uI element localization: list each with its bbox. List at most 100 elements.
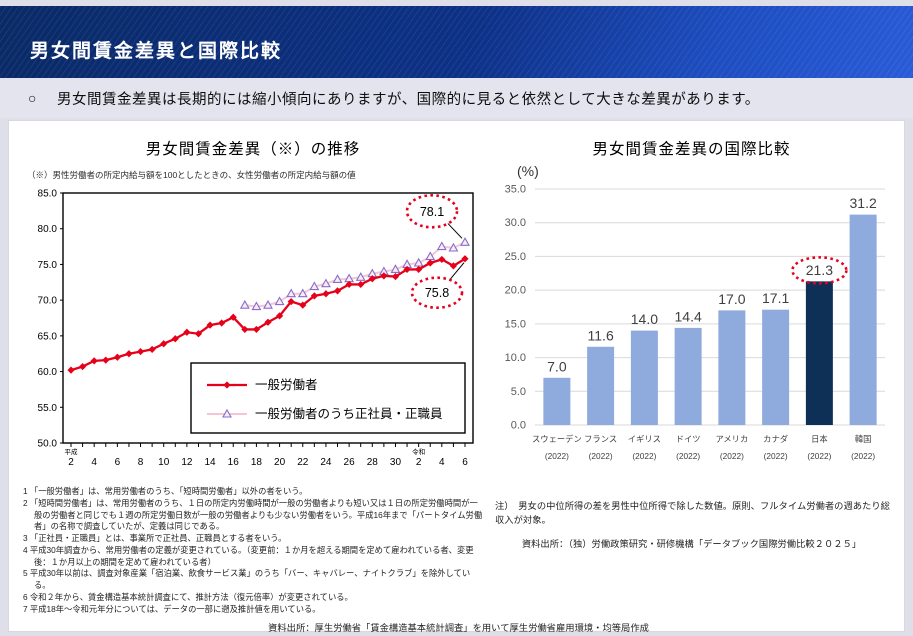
bar-year-3: (2022) bbox=[676, 451, 700, 461]
bullet-circle-icon: ○ bbox=[28, 90, 37, 106]
svg-text:26: 26 bbox=[344, 457, 356, 468]
bar-category-1: フランス bbox=[584, 434, 617, 444]
svg-text:35.0: 35.0 bbox=[505, 184, 526, 196]
series-regular-employees bbox=[239, 237, 470, 311]
y-axis: 50.0 55.0 60.0 65.0 70.0 75.0 80.0 85.0 bbox=[38, 189, 63, 450]
bar-year-4: (2022) bbox=[720, 451, 744, 461]
unit-label: (%) bbox=[517, 165, 539, 179]
svg-text:10.0: 10.0 bbox=[505, 352, 526, 364]
footnote-item-2: 2 「短時間労働者」は、常用労働者のうち、１日の所定内労働時間が一般の労働者より… bbox=[23, 497, 483, 532]
legend-label-general-workers: 一般労働者 bbox=[255, 377, 318, 392]
page-title: 男女間賃金差異と国際比較 bbox=[30, 40, 283, 62]
trend-chart-note: （※）男性労働者の所定内給与額を100としたときの、女性労働者の所定内給与額の値 bbox=[27, 170, 356, 180]
bar-chart-note: 注） 男女の中位所得の差を男性中位所得で除した数値。原則、フルタイム労働者の週あ… bbox=[495, 501, 890, 525]
svg-text:22: 22 bbox=[297, 457, 309, 468]
svg-text:令和: 令和 bbox=[412, 447, 425, 456]
content-area: 男女間賃金差異（※）の推移 （※）男性労働者の所定内給与額を100としたときの、… bbox=[8, 120, 905, 633]
svg-text:12: 12 bbox=[181, 457, 193, 468]
bar-5 bbox=[762, 309, 790, 425]
svg-text:75.8: 75.8 bbox=[425, 286, 449, 300]
bar-year-0: (2022) bbox=[545, 451, 569, 461]
bar-0 bbox=[543, 377, 571, 425]
bar-category-5: カナダ bbox=[763, 434, 788, 444]
svg-text:4: 4 bbox=[91, 457, 97, 468]
svg-text:50.0: 50.0 bbox=[38, 439, 58, 450]
svg-text:55.0: 55.0 bbox=[38, 403, 58, 414]
international-bar-chart: (%) 0.0 5.0 10.0 15.0 20.0 25.0 30.0 35.0 7.0 スウェー… bbox=[489, 159, 894, 492]
bar-category-3: ドイツ bbox=[676, 434, 701, 444]
svg-text:18: 18 bbox=[251, 457, 263, 468]
svg-text:0.0: 0.0 bbox=[511, 420, 526, 432]
trend-line-chart-svg: 50.055.060.065.070.075.080.085.02 4 6 8 10 12… bbox=[38, 189, 474, 468]
bar-year-6: (2022) bbox=[807, 451, 831, 461]
bar-3 bbox=[674, 327, 702, 425]
international-chart-panel: 男女間賃金差異の国際比較 (%) 0.0 5.0 10.0 15.0 20.0 25.0 30… bbox=[489, 131, 894, 616]
footnote-item-1: 1 「一般労働者」は、常用労働者のうち、「短時間労働者」以外の者をいう。 bbox=[23, 486, 308, 496]
bar-category-4: アメリカ bbox=[715, 434, 748, 444]
chart-columns: 男女間賃金差異（※）の推移 （※）男性労働者の所定内給与額を100としたときの、… bbox=[23, 131, 894, 616]
svg-text:2: 2 bbox=[416, 457, 422, 468]
svg-text:25.0: 25.0 bbox=[505, 251, 526, 263]
international-chart-title: 男女間賃金差異の国際比較 bbox=[592, 141, 791, 158]
bar-7 bbox=[849, 214, 877, 425]
summary-text: 男女間賃金差異は長期的には縮小傾向にありますが、国際的に見ると依然として大きな差… bbox=[56, 91, 760, 108]
page-header: 男女間賃金差異と国際比較 bbox=[0, 6, 913, 78]
bar-6 bbox=[805, 281, 833, 425]
bar-value-1: 11.6 bbox=[588, 327, 614, 343]
bar-1 bbox=[587, 346, 615, 425]
svg-text:75.0: 75.0 bbox=[38, 260, 58, 271]
bar-year-5: (2022) bbox=[764, 451, 788, 461]
svg-text:8: 8 bbox=[138, 457, 144, 468]
svg-text:平成: 平成 bbox=[65, 447, 79, 456]
legend-label-regular-employees: 一般労働者のうち正社員・正職員 bbox=[255, 406, 443, 421]
svg-text:65.0: 65.0 bbox=[38, 331, 58, 342]
bar-category-2: イギリス bbox=[628, 434, 661, 444]
svg-text:10: 10 bbox=[158, 457, 170, 468]
bar-year-2: (2022) bbox=[632, 451, 656, 461]
footer-source: 資料出所：厚生労働省「賃金構造基本統計調査」を用いて厚生労働省雇用環境・均等局作… bbox=[268, 622, 649, 633]
svg-text:60.0: 60.0 bbox=[38, 367, 58, 378]
footnote-item-6: 6 令和２年から、賃金構造基本統計調査にて、推計方法（復元倍率）が変更されている… bbox=[23, 592, 353, 603]
trend-chart-title: 男女間賃金差異（※）の推移 bbox=[145, 141, 361, 158]
summary-band: ○ 男女間賃金差異は長期的には縮小傾向にありますが、国際的に見ると依然として大き… bbox=[0, 78, 913, 118]
svg-text:30.0: 30.0 bbox=[505, 217, 526, 229]
svg-text:20: 20 bbox=[274, 457, 286, 468]
svg-text:78.1: 78.1 bbox=[420, 205, 444, 219]
bar-4 bbox=[718, 310, 746, 425]
x-axis: 2 4 6 8 10 12 14 16 18 20 22 24 26 28 30 2 4 6平成 令和 bbox=[65, 443, 468, 468]
bar-category-0: スウェーデン bbox=[532, 434, 582, 444]
bar-value-7: 31.2 bbox=[850, 195, 877, 211]
bar-value-2: 14.0 bbox=[631, 311, 658, 327]
svg-text:15.0: 15.0 bbox=[505, 318, 526, 330]
trend-chart-panel: 男女間賃金差異（※）の推移 （※）男性労働者の所定内給与額を100としたときの、… bbox=[23, 131, 483, 616]
svg-text:6: 6 bbox=[115, 457, 121, 468]
trend-line-chart: 50.0 55.0 60.0 65.0 70.0 75.0 80.0 85.0 2 4 6 8 10 12… bbox=[23, 183, 483, 482]
bar-value-5: 17.1 bbox=[762, 290, 789, 306]
svg-text:70.0: 70.0 bbox=[38, 296, 58, 307]
footnote-list: 1 「一般労働者」は、常用労働者のうち、「短時間労働者」以外の者をいう。 2 「短… bbox=[23, 486, 483, 616]
annotation-75-8: 75.8 bbox=[410, 262, 465, 310]
bar-value-6: 21.3 bbox=[806, 262, 833, 278]
svg-text:6: 6 bbox=[462, 457, 468, 468]
svg-text:28: 28 bbox=[367, 457, 379, 468]
bar-chart-source: 資料出所：（独）労働政策研究・研修機構「データブック国際労働比較２０２５」 bbox=[521, 539, 862, 549]
international-bar-chart-svg: (%) 0.0 5.0 10.0 15.0 20.0 25.0 30.0 35.0 7.0 スウェー… bbox=[505, 163, 885, 461]
svg-text:4: 4 bbox=[439, 457, 445, 468]
svg-text:85.0: 85.0 bbox=[38, 189, 58, 200]
svg-text:24: 24 bbox=[320, 457, 332, 468]
annotation-78-1: 78.1 bbox=[405, 193, 463, 239]
svg-text:2: 2 bbox=[68, 457, 74, 468]
bar-value-3: 14.4 bbox=[675, 308, 702, 324]
svg-text:16: 16 bbox=[228, 457, 240, 468]
svg-text:5.0: 5.0 bbox=[511, 386, 526, 398]
svg-text:30: 30 bbox=[390, 457, 402, 468]
svg-text:20.0: 20.0 bbox=[505, 285, 526, 297]
bar-category-7: 韓国 bbox=[855, 434, 872, 444]
footnote-item-4: 4 平成30年調査から、常用労働者の定義が変更されている。（変更前：１か月を超え… bbox=[23, 544, 474, 567]
bar-value-0: 7.0 bbox=[547, 358, 567, 374]
footnote-item-3: 3 「正社員・正職員」とは、事業所で正社員、正職員とする者をいう。 bbox=[23, 533, 287, 544]
bar-year-1: (2022) bbox=[589, 451, 613, 461]
y-axis: 0.0 5.0 10.0 15.0 20.0 25.0 30.0 35.0 bbox=[505, 184, 526, 432]
